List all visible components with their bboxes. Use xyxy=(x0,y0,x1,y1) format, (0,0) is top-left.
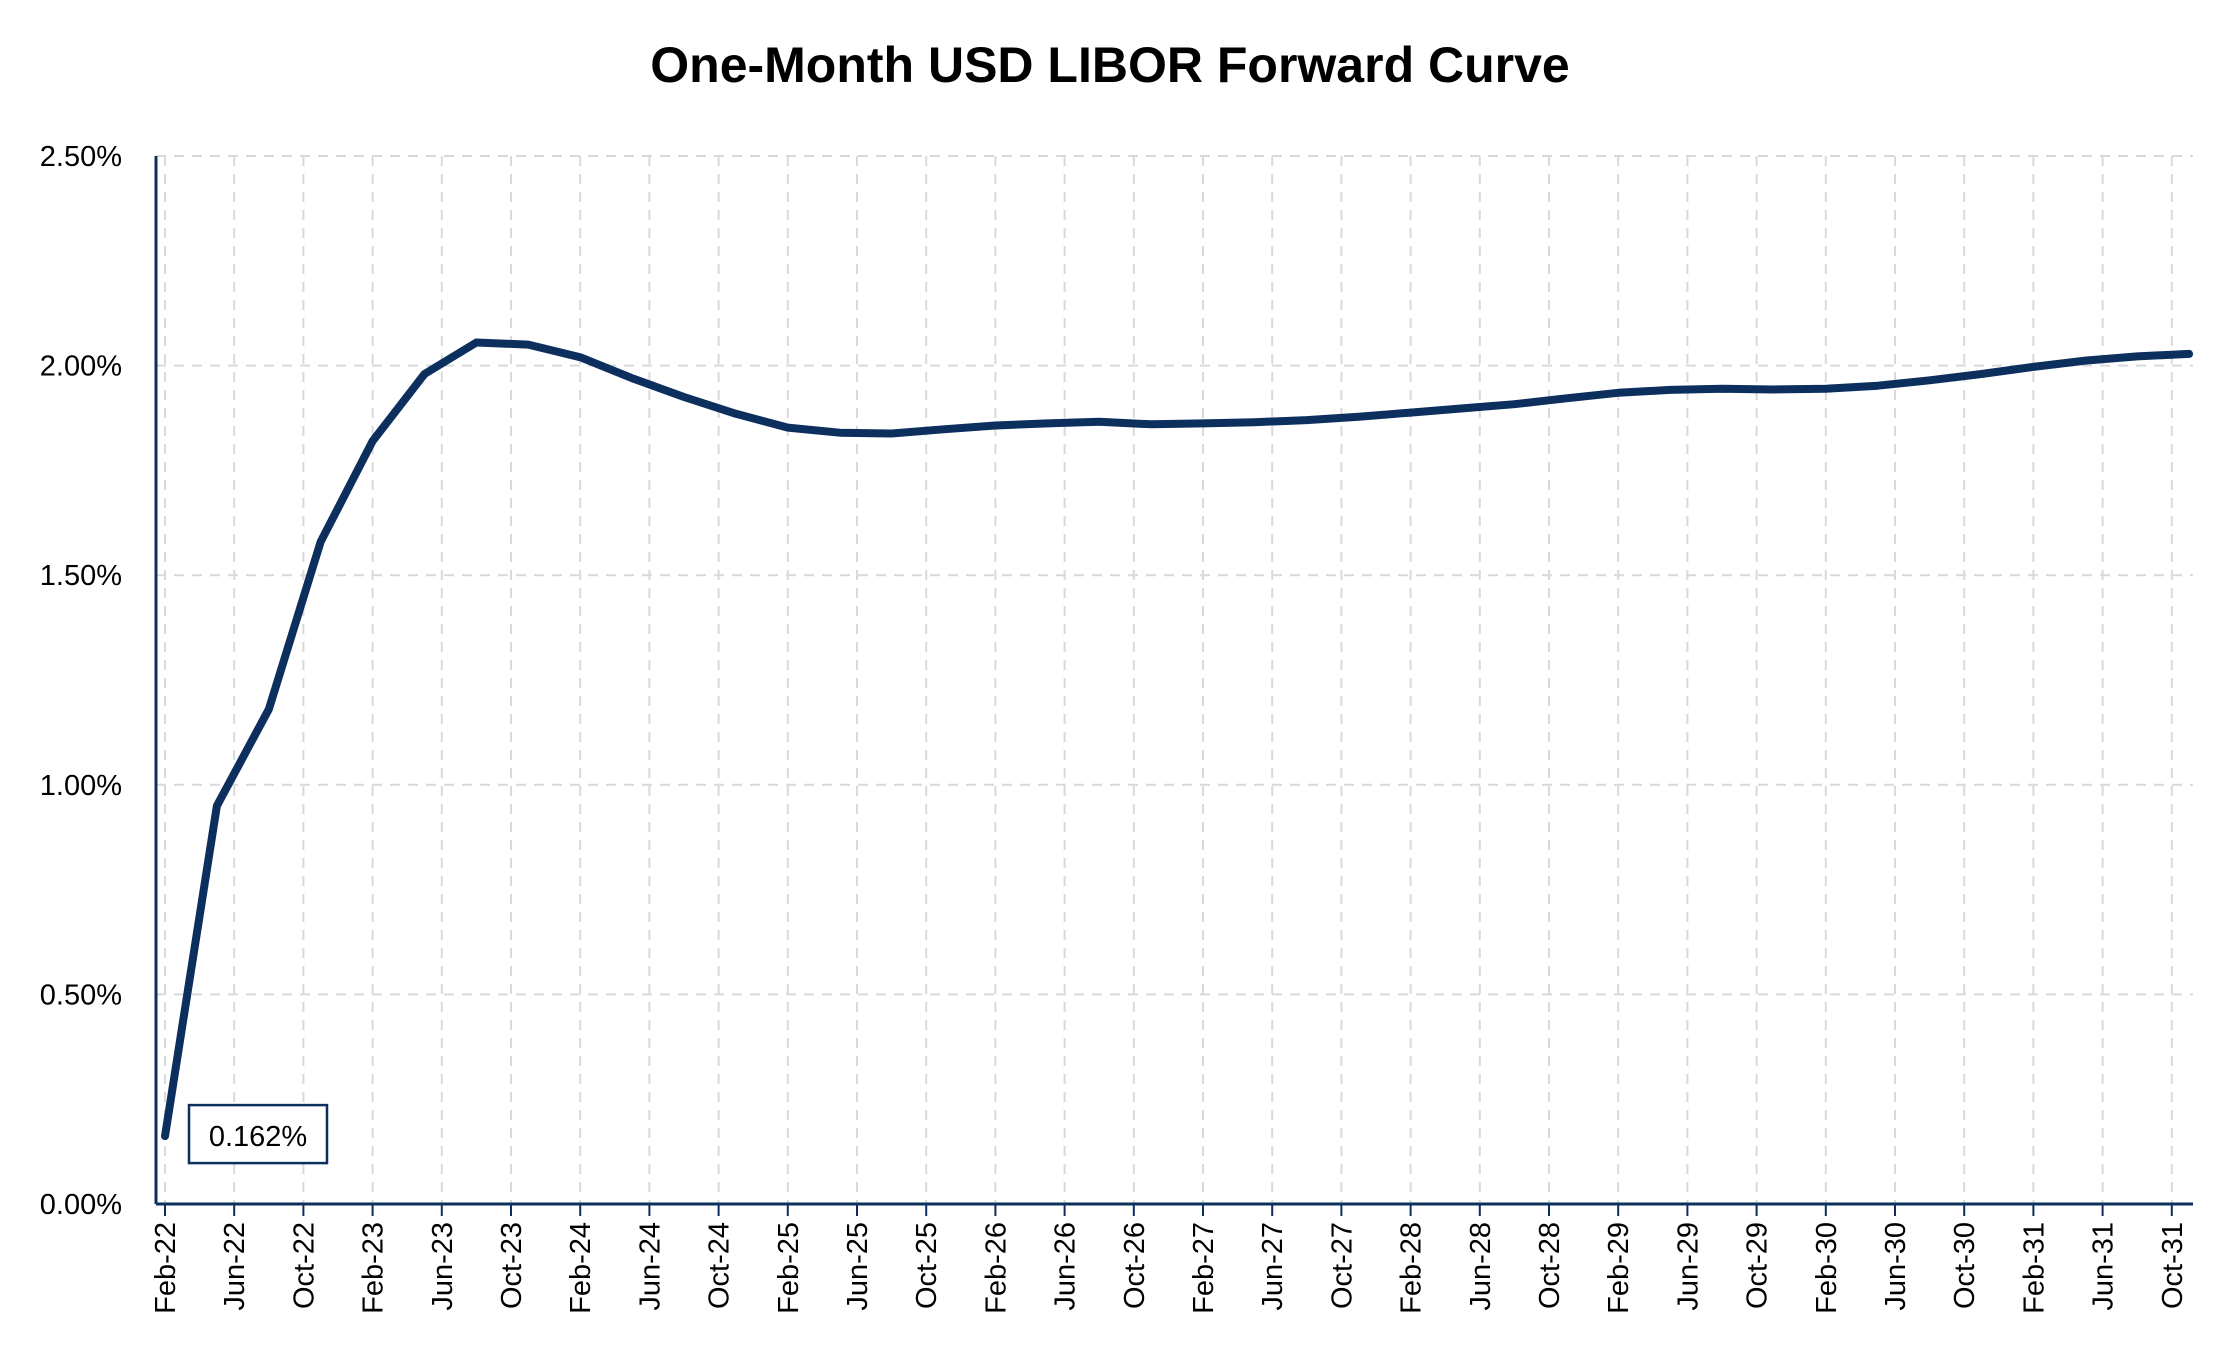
x-tick-label: Oct-26 xyxy=(1119,1222,1151,1309)
y-tick-labels: 0.00% 0.50% 1.00% 1.50% 2.00% 2.50% xyxy=(40,141,122,1221)
x-tick-labels: Feb-22 Jun-22 Oct-22 Feb-23 Jun-23 Oct-23 Feb-… xyxy=(150,1222,2189,1314)
grid-lines xyxy=(156,155,2193,1204)
y-tick-label: 0.00% xyxy=(40,1189,122,1221)
x-tick-label: Feb-23 xyxy=(358,1222,390,1314)
y-tick-label: 1.50% xyxy=(40,560,122,592)
x-tick-label: Jun-25 xyxy=(842,1222,874,1311)
axes xyxy=(154,156,2193,1216)
y-tick-label: 0.50% xyxy=(40,979,122,1011)
x-tick-label: Oct-28 xyxy=(1534,1222,1566,1309)
x-tick-label: Feb-31 xyxy=(2018,1222,2050,1314)
y-tick-label: 1.00% xyxy=(40,770,122,802)
x-tick-label: Oct-23 xyxy=(496,1222,528,1309)
series-line xyxy=(161,338,2194,1141)
x-tick-label: Jun-31 xyxy=(2088,1222,2120,1311)
x-tick-label: Oct-25 xyxy=(911,1222,943,1309)
x-tick-label: Feb-30 xyxy=(1811,1222,1843,1314)
series xyxy=(161,338,2194,1141)
y-tick-label: 2.50% xyxy=(40,141,122,173)
x-tick-label: Oct-31 xyxy=(2157,1222,2189,1309)
x-tick-label: Jun-24 xyxy=(634,1222,666,1311)
x-tick-label: Feb-28 xyxy=(1396,1222,1428,1314)
x-tick-label: Feb-29 xyxy=(1603,1222,1635,1314)
x-tick-label: Feb-26 xyxy=(980,1222,1012,1314)
chart-title: One-Month USD LIBOR Forward Curve xyxy=(650,37,1570,93)
x-tick-label: Oct-29 xyxy=(1742,1222,1774,1309)
x-tick-label: Jun-22 xyxy=(219,1222,251,1311)
x-tick-label: Feb-22 xyxy=(150,1222,182,1314)
x-tick-label: Feb-27 xyxy=(1188,1222,1220,1314)
x-tick-label: Jun-30 xyxy=(1880,1222,1912,1311)
x-tick-label: Jun-27 xyxy=(1257,1222,1289,1311)
x-tick-label: Oct-22 xyxy=(288,1222,320,1309)
x-tick-label: Feb-24 xyxy=(565,1222,597,1314)
y-tick-label: 2.00% xyxy=(40,351,122,383)
x-tick-label: Oct-30 xyxy=(1949,1222,1981,1309)
x-tick-label: Jun-29 xyxy=(1672,1222,1704,1311)
x-tick-label: Jun-28 xyxy=(1465,1222,1497,1311)
x-tick-label: Feb-25 xyxy=(773,1222,805,1314)
data-label-box xyxy=(187,1103,329,1165)
x-tick-label: Jun-26 xyxy=(1050,1222,1082,1311)
data-label-text: 0.162% xyxy=(209,1121,307,1153)
x-tick-label: Oct-24 xyxy=(704,1222,736,1309)
x-tick-label: Oct-27 xyxy=(1326,1222,1358,1309)
annotations: 0.162% xyxy=(187,1103,329,1165)
x-tick-label: Jun-23 xyxy=(427,1222,459,1311)
data-label: 0.162% xyxy=(187,1103,329,1165)
